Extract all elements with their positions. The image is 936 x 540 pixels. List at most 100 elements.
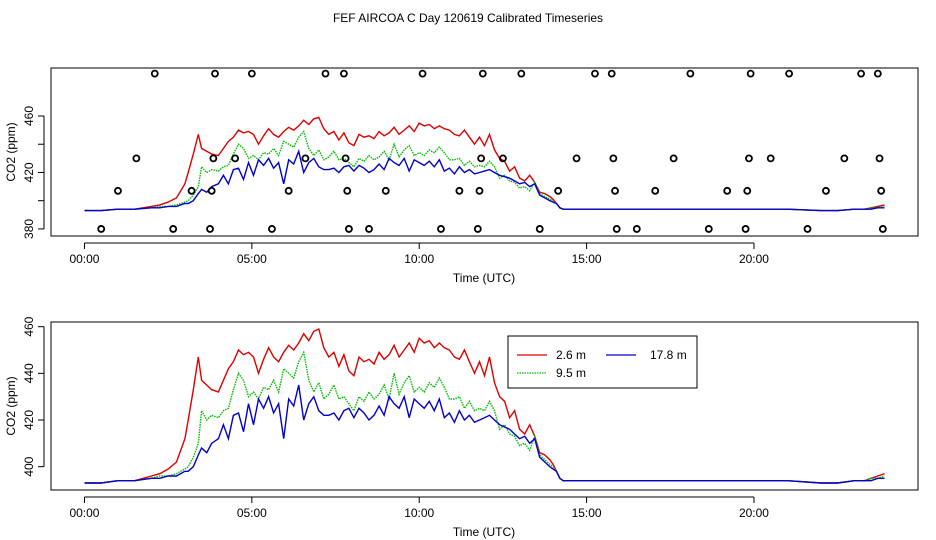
top-series-lines	[84, 116, 885, 212]
bottom-series-lines	[84, 328, 885, 484]
scatter-point	[857, 69, 865, 78]
scatter-point	[381, 186, 390, 195]
bottom-y-axis: 400 420 440 460	[22, 316, 45, 477]
x-tick-label: 15:00	[572, 252, 602, 266]
y-tick-label: 420	[22, 410, 36, 430]
y-tick-label: 460	[22, 106, 36, 126]
top-y-axis: 380 420 460	[22, 106, 45, 239]
scatter-point	[475, 186, 484, 195]
y-tick-label: 400	[22, 456, 36, 476]
scatter-point	[301, 154, 310, 163]
scatter-point	[878, 225, 887, 233]
figure-title: FEF AIRCOA C Day 120619 Calibrated Times…	[333, 11, 603, 25]
scatter-point	[611, 186, 619, 195]
scatter-point	[477, 154, 486, 163]
bottom-plot-frame	[50, 321, 919, 491]
x-tick-label: 05:00	[237, 506, 267, 520]
scatter-point	[114, 186, 122, 195]
bottom-panel-line: 00:00 05:00 10:00 15:00 20:00 400 420 440 460 T…	[4, 316, 919, 539]
scatter-point	[187, 186, 196, 195]
x-tick-label: 20:00	[739, 252, 769, 266]
x-tick-label: 05:00	[237, 252, 267, 266]
scatter-point	[745, 154, 753, 163]
scatter-point	[132, 154, 141, 163]
scatter-point	[877, 186, 886, 195]
scatter-point	[704, 225, 713, 233]
scatter-point	[209, 154, 218, 163]
y-tick-label: 460	[22, 316, 36, 336]
legend-box	[507, 335, 698, 389]
scatter-point	[785, 69, 794, 78]
legend: 2.6 m 9.5 m 17.8 m	[507, 335, 698, 389]
x-tick-label: 00:00	[69, 252, 99, 266]
scatter-point	[554, 186, 563, 195]
scatter-point	[723, 186, 732, 195]
scatter-point	[478, 69, 487, 78]
scatter-point	[822, 186, 830, 195]
scatter-point	[455, 186, 464, 195]
scatter-point	[517, 69, 526, 78]
scatter-point	[206, 225, 214, 233]
x-tick-label: 10:00	[404, 506, 434, 520]
scatter-point	[607, 69, 616, 78]
scatter-point	[746, 69, 755, 78]
x-tick-label: 10:00	[404, 252, 434, 266]
legend-label-2-6m: 2.6 m	[556, 348, 586, 362]
scatter-point	[766, 154, 775, 163]
series-line-2-6-m	[84, 116, 885, 212]
series-line-2-6-m	[84, 328, 885, 484]
scatter-point	[365, 225, 373, 233]
bottom-x-axis-label: Time (UTC)	[453, 525, 515, 539]
scatter-point	[169, 225, 178, 233]
scatter-point	[741, 225, 750, 233]
scatter-point	[150, 69, 159, 78]
scatter-point	[743, 186, 752, 195]
scatter-point	[284, 186, 293, 195]
series-line-9-5-m	[84, 130, 885, 212]
scatter-point	[612, 225, 621, 233]
x-tick-label: 15:00	[572, 506, 602, 520]
scatter-point	[341, 154, 350, 163]
scatter-point	[840, 154, 849, 163]
y-tick-label: 380	[22, 219, 36, 239]
scatter-point	[572, 154, 581, 163]
scatter-point	[343, 186, 352, 195]
scatter-point	[473, 225, 482, 233]
x-tick-label: 00:00	[69, 506, 99, 520]
scatter-point	[632, 225, 641, 233]
scatter-point	[207, 186, 216, 195]
scatter-point	[437, 225, 445, 233]
top-plot-frame	[50, 67, 919, 237]
top-panel-scatter: 00:00 05:00 10:00 15:00 20:00 380 420 460 Time…	[4, 67, 919, 285]
y-tick-label: 440	[22, 363, 36, 383]
scatter-point	[609, 154, 618, 163]
scatter-point	[231, 154, 240, 163]
legend-label-17-8m: 17.8 m	[650, 348, 687, 362]
scatter-point	[873, 69, 882, 78]
bottom-x-axis: 00:00 05:00 10:00 15:00 20:00	[69, 496, 769, 520]
series-line-17-8-m	[84, 148, 885, 212]
scatter-point	[268, 225, 276, 233]
scatter-point	[418, 69, 427, 78]
x-tick-label: 20:00	[739, 506, 769, 520]
top-x-axis: 00:00 05:00 10:00 15:00 20:00	[69, 242, 769, 266]
scatter-point	[247, 69, 256, 78]
scatter-point	[97, 225, 106, 233]
scatter-point	[340, 69, 348, 78]
top-scatter-points	[97, 69, 887, 233]
scatter-point	[321, 69, 330, 78]
scatter-point	[669, 154, 678, 163]
top-x-axis-label: Time (UTC)	[453, 271, 515, 285]
legend-label-9-5m: 9.5 m	[556, 366, 586, 380]
scatter-point	[651, 186, 660, 195]
scatter-point	[591, 69, 599, 78]
scatter-point	[535, 225, 544, 233]
bottom-y-axis-label: CO2 (ppm)	[4, 376, 18, 435]
scatter-point	[686, 69, 695, 78]
scatter-point	[345, 225, 353, 233]
scatter-point	[499, 154, 507, 163]
scatter-point	[803, 225, 812, 233]
scatter-point	[211, 69, 219, 78]
y-tick-label: 420	[22, 162, 36, 182]
